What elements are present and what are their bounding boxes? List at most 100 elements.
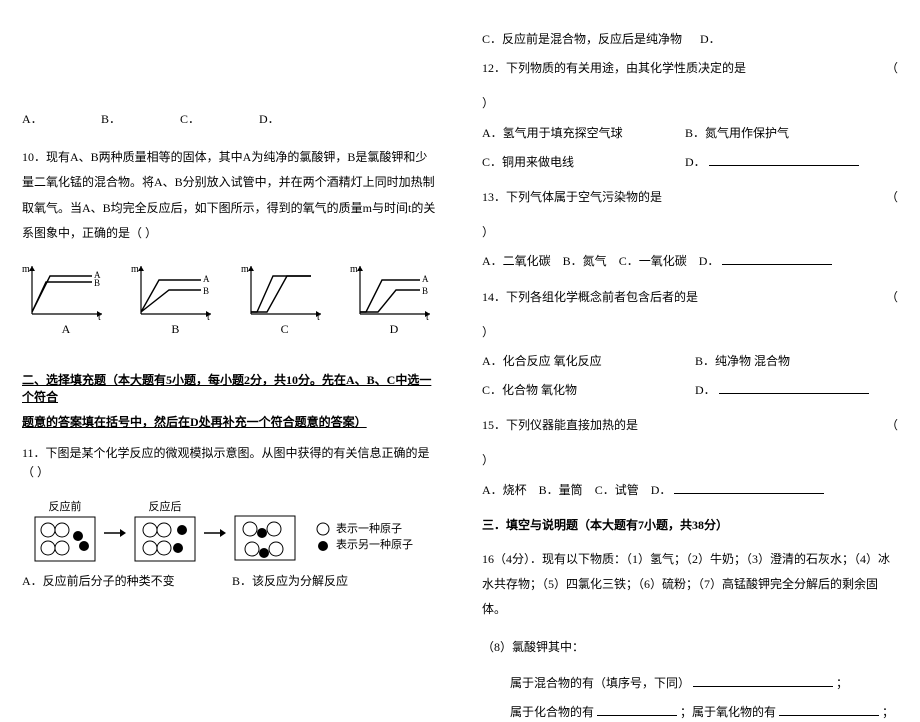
- svg-text:B: B: [203, 286, 209, 296]
- opt-c: C．: [180, 110, 256, 129]
- chart-b-caption: B: [131, 322, 219, 337]
- arrow-icon: [102, 507, 128, 553]
- q13-stem: 13．下列气体属于空气污染物的是: [482, 190, 662, 204]
- q16-stem: 16（4分）．现有以下物质：（1）氢气；（2）牛奶；（3）澄清的石灰水；（4）冰…: [482, 547, 898, 623]
- q16-oxide-label: ；属于氧化物的有: [680, 705, 776, 719]
- svg-text:t: t: [207, 312, 210, 320]
- q16-b: （8）氯酸钾其中：: [482, 638, 898, 657]
- legend-open-icon: [316, 522, 330, 536]
- semicolon: ；: [836, 676, 848, 690]
- chart-d-svg: m t A B: [350, 262, 436, 320]
- svg-text:A: A: [422, 274, 429, 284]
- q12-d: D．: [685, 155, 706, 169]
- blank-line: [722, 253, 832, 265]
- section2-heading1: 二、选择填充题（本大题有5小题，每小题2分，共10分。先在A、B、C中选一个符合: [22, 371, 438, 405]
- svg-text:m: m: [22, 264, 30, 275]
- q11-text: 11．下图是某个化学反应的微观模拟示意图。从图中获得的有关信息正确的是（ ）: [22, 444, 438, 482]
- q14-stem: 14．下列各组化学概念前者包含后者的是: [482, 290, 698, 304]
- svg-text:m: m: [131, 264, 139, 275]
- chart-c-svg: m t: [241, 262, 327, 320]
- diagram-after: [234, 500, 296, 561]
- opt-b: B．: [101, 110, 177, 129]
- q15-a: A．烧杯: [482, 483, 527, 497]
- opt-d: D．: [259, 110, 335, 129]
- q12-paren-close: ）: [482, 94, 898, 113]
- svg-text:t: t: [317, 312, 320, 320]
- q15-b: B．量筒: [539, 483, 583, 497]
- q11-cd: C．反应前是混合物，反应后是纯净物 D．: [482, 30, 898, 49]
- left-column: A． B． C． D． 10．现有A、B两种质量相等的固体，其中A为纯净的氯酸钾…: [0, 0, 460, 637]
- svg-text:m: m: [350, 264, 358, 275]
- q13-a: A．二氧化碳: [482, 254, 551, 268]
- q15-c: C．试管: [595, 483, 639, 497]
- paren-icon: （: [886, 59, 898, 78]
- blank-line: [719, 382, 869, 394]
- paren-icon: （: [886, 188, 898, 207]
- chart-c: m t C: [241, 262, 329, 337]
- diagram-mid: 反应后: [134, 498, 196, 562]
- q12-a: A．氢气用于填充探空气球: [482, 124, 682, 143]
- q15: 15．下列仪器能直接加热的是 （: [482, 416, 898, 435]
- q15-d: D．: [651, 483, 672, 497]
- right-column: C．反应前是混合物，反应后是纯净物 D． 12．下列物质的有关用途，由其化学性质…: [460, 0, 920, 637]
- q16-mix: 属于混合物的有（填序号，下同） ；: [482, 674, 898, 693]
- opt-a: A．: [22, 110, 98, 129]
- q15-stem: 15．下列仪器能直接加热的是: [482, 418, 638, 432]
- svg-text:t: t: [98, 312, 101, 320]
- q13-c: C．一氧化碳: [619, 254, 687, 268]
- chart-d-caption: D: [350, 322, 438, 337]
- q11-c: C．反应前是混合物，反应后是纯净物: [482, 32, 682, 46]
- q16-comp-label: 属于化合物的有: [510, 705, 594, 719]
- svg-text:B: B: [422, 286, 428, 296]
- svg-text:A: A: [203, 274, 210, 284]
- chart-b: m t A B B: [131, 262, 219, 337]
- q12-row1: A．氢气用于填充探空气球 B．氮气用作保护气: [482, 124, 898, 143]
- paren-icon: （: [886, 416, 898, 435]
- svg-text:m: m: [241, 264, 249, 275]
- arrow-icon: [202, 507, 228, 553]
- chart-a: m t A B A: [22, 262, 110, 337]
- q13-b: B．氮气: [563, 254, 607, 268]
- chart-c-caption: C: [241, 322, 329, 337]
- q16-comp-oxide: 属于化合物的有 ；属于氧化物的有 ；: [482, 703, 898, 722]
- section2-heading2: 题意的答案填在括号中，然后在D处再补充一个符合题意的答案）: [22, 413, 438, 430]
- q14-row2: C．化合物 氧化物 D．: [482, 381, 898, 400]
- semicolon: ；: [882, 705, 894, 719]
- abcd-placeholder: A． B． C． D．: [22, 110, 438, 129]
- q14-b: B．纯净物 混合物: [695, 354, 790, 368]
- q14-a: A．化合反应 氧化反应: [482, 352, 692, 371]
- q14-c: C．化合物 氧化物: [482, 381, 692, 400]
- q11-options-ab: A．反应前后分子的种类不变 B．该反应为分解反应: [22, 572, 438, 591]
- blank-line: [709, 154, 859, 166]
- charts-row: m t A B A m t A B B: [22, 262, 438, 337]
- blank-line: [779, 704, 879, 716]
- diagram-before: 反应前: [34, 498, 96, 562]
- legend-open-label: 表示一种原子: [336, 521, 402, 538]
- legend: 表示一种原子 表示另一种原子: [316, 521, 413, 554]
- q16-mix-label: 属于混合物的有（填序号，下同）: [510, 676, 690, 690]
- paren-icon: （: [886, 288, 898, 307]
- q14-paren-close: ）: [482, 323, 898, 342]
- legend-solid-icon: [316, 539, 330, 553]
- blank-line: [597, 704, 677, 716]
- q14: 14．下列各组化学概念前者包含后者的是 （: [482, 288, 898, 307]
- blank-line: [674, 482, 824, 494]
- chart-b-svg: m t A B: [131, 262, 217, 320]
- chart-a-caption: A: [22, 322, 110, 337]
- q15-opts: A．烧杯 B．量筒 C．试管 D．: [482, 481, 898, 500]
- svg-text:t: t: [426, 312, 429, 320]
- q13-paren-close: ）: [482, 223, 898, 242]
- q13-opts: A．二氧化碳 B．氮气 C．一氧化碳 D．: [482, 252, 898, 271]
- blank-line: [693, 675, 833, 687]
- q12-row2: C．铜用来做电线 D．: [482, 153, 898, 172]
- q11-b: B．该反应为分解反应: [232, 572, 348, 591]
- label-after: 反应后: [134, 498, 196, 514]
- legend-solid-label: 表示另一种原子: [336, 537, 413, 554]
- svg-text:B: B: [94, 278, 100, 288]
- q13-d: D．: [699, 254, 720, 268]
- q12: 12．下列物质的有关用途，由其化学性质决定的是 （: [482, 59, 898, 78]
- q12-c: C．铜用来做电线: [482, 153, 682, 172]
- chart-d: m t A B D: [350, 262, 438, 337]
- section3-heading: 三．填空与说明题（本大题有7小题，共38分）: [482, 516, 898, 533]
- q13: 13．下列气体属于空气污染物的是 （: [482, 188, 898, 207]
